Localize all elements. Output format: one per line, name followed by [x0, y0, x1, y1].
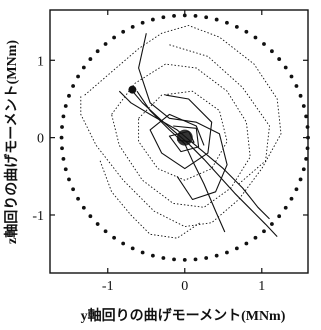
- boundary-dot: [244, 29, 249, 34]
- boundary-dot: [301, 167, 306, 172]
- series-line-7: [80, 25, 282, 228]
- boundary-dot-series: [59, 13, 310, 262]
- y-axis-label: z軸回りの曲げモーメント(MNm): [3, 40, 20, 244]
- boundary-dot: [283, 205, 288, 210]
- boundary-dot: [61, 156, 66, 161]
- boundary-dot: [298, 177, 303, 182]
- boundary-dot: [294, 187, 299, 192]
- series-line-9: [138, 90, 228, 181]
- boundary-dot: [103, 229, 108, 234]
- boundary-dot: [244, 241, 249, 246]
- boundary-dot: [270, 49, 274, 54]
- boundary-dot: [234, 24, 239, 29]
- x-tick-label: 0: [181, 279, 188, 294]
- boundary-dot: [61, 114, 66, 119]
- boundary-dot: [95, 222, 100, 226]
- boundary-dot: [182, 257, 187, 262]
- boundary-dot: [161, 256, 166, 260]
- boundary-dot: [67, 93, 71, 98]
- boundary-dot: [63, 167, 68, 172]
- x-tick-label: 1: [258, 279, 265, 294]
- series-line-5: [149, 94, 213, 170]
- boundary-dot: [130, 24, 135, 29]
- boundary-dot: [305, 146, 310, 151]
- y-tick-label: 1: [37, 54, 44, 69]
- boundary-dot: [140, 20, 145, 25]
- boundary-dot: [182, 13, 187, 18]
- ticks-layer: -1 0 1 1 0 -1: [32, 10, 308, 294]
- boundary-dot: [121, 241, 126, 246]
- boundary-dot: [204, 256, 209, 260]
- boundary-dot: [95, 49, 100, 54]
- boundary-dot: [253, 35, 258, 40]
- boundary-dot: [59, 135, 64, 140]
- boundary-dot: [277, 57, 282, 61]
- x-tick-label: -1: [102, 279, 114, 294]
- boundary-dot: [88, 57, 93, 61]
- boundary-dot: [81, 65, 86, 70]
- boundary-dot: [283, 65, 288, 70]
- series-line-8: [111, 63, 251, 208]
- boundary-dot: [67, 177, 71, 182]
- boundary-dot: [121, 29, 126, 34]
- boundary-dot: [289, 74, 294, 79]
- x-axis-label: y軸回りの曲げモーメント(MNm): [81, 307, 286, 324]
- y-tick-label: 0: [37, 132, 44, 147]
- boundary-dot: [150, 253, 155, 258]
- boundary-dot: [103, 42, 108, 46]
- series-layer: [59, 13, 310, 262]
- boundary-dot: [71, 187, 75, 192]
- boundary-dot: [76, 74, 80, 79]
- boundary-dot: [81, 205, 86, 210]
- boundary-dot: [161, 15, 166, 20]
- boundary-dot: [253, 235, 258, 240]
- boundary-dot: [262, 229, 266, 234]
- boundary-dot: [304, 114, 309, 119]
- plot-frame: [49, 9, 309, 274]
- boundary-dot: [71, 84, 75, 88]
- boundary-dot: [130, 246, 135, 251]
- series-line-10: [169, 44, 270, 185]
- series-line-3: [138, 33, 228, 201]
- boundary-dot: [140, 250, 145, 255]
- boundary-dot: [304, 156, 309, 161]
- boundary-dot: [172, 257, 176, 262]
- boundary-dot: [60, 125, 64, 129]
- boundary-dot: [214, 17, 219, 22]
- boundary-dot: [88, 214, 93, 219]
- boundary-dot: [60, 146, 64, 151]
- boundary-dot: [193, 257, 198, 262]
- series-line-2: [136, 90, 226, 233]
- boundary-dot: [301, 104, 306, 108]
- boundary-dot: [305, 125, 310, 129]
- start-marker: [128, 85, 137, 94]
- boundary-dot: [298, 93, 303, 98]
- boundary-dot: [63, 104, 68, 108]
- boundary-dot: [214, 253, 219, 258]
- boundary-dot: [193, 13, 198, 18]
- boundary-dot: [270, 222, 274, 226]
- series-line-6: [168, 125, 200, 153]
- series-line-4: [118, 90, 270, 220]
- boundary-dot: [289, 196, 294, 201]
- boundary-dot: [150, 17, 155, 22]
- boundary-dot: [112, 235, 116, 240]
- boundary-dot: [76, 196, 80, 201]
- boundary-dot: [234, 246, 239, 251]
- boundary-dot: [277, 214, 282, 219]
- boundary-dot: [225, 250, 229, 255]
- boundary-dot: [172, 13, 176, 18]
- series-line-1: [128, 87, 278, 237]
- boundary-dot: [112, 35, 116, 40]
- boundary-dot: [294, 84, 299, 88]
- center-cluster: [176, 129, 193, 146]
- boundary-dot: [204, 15, 209, 20]
- boundary-dot: [225, 20, 229, 25]
- y-tick-label: -1: [32, 209, 44, 224]
- boundary-dot: [262, 42, 266, 46]
